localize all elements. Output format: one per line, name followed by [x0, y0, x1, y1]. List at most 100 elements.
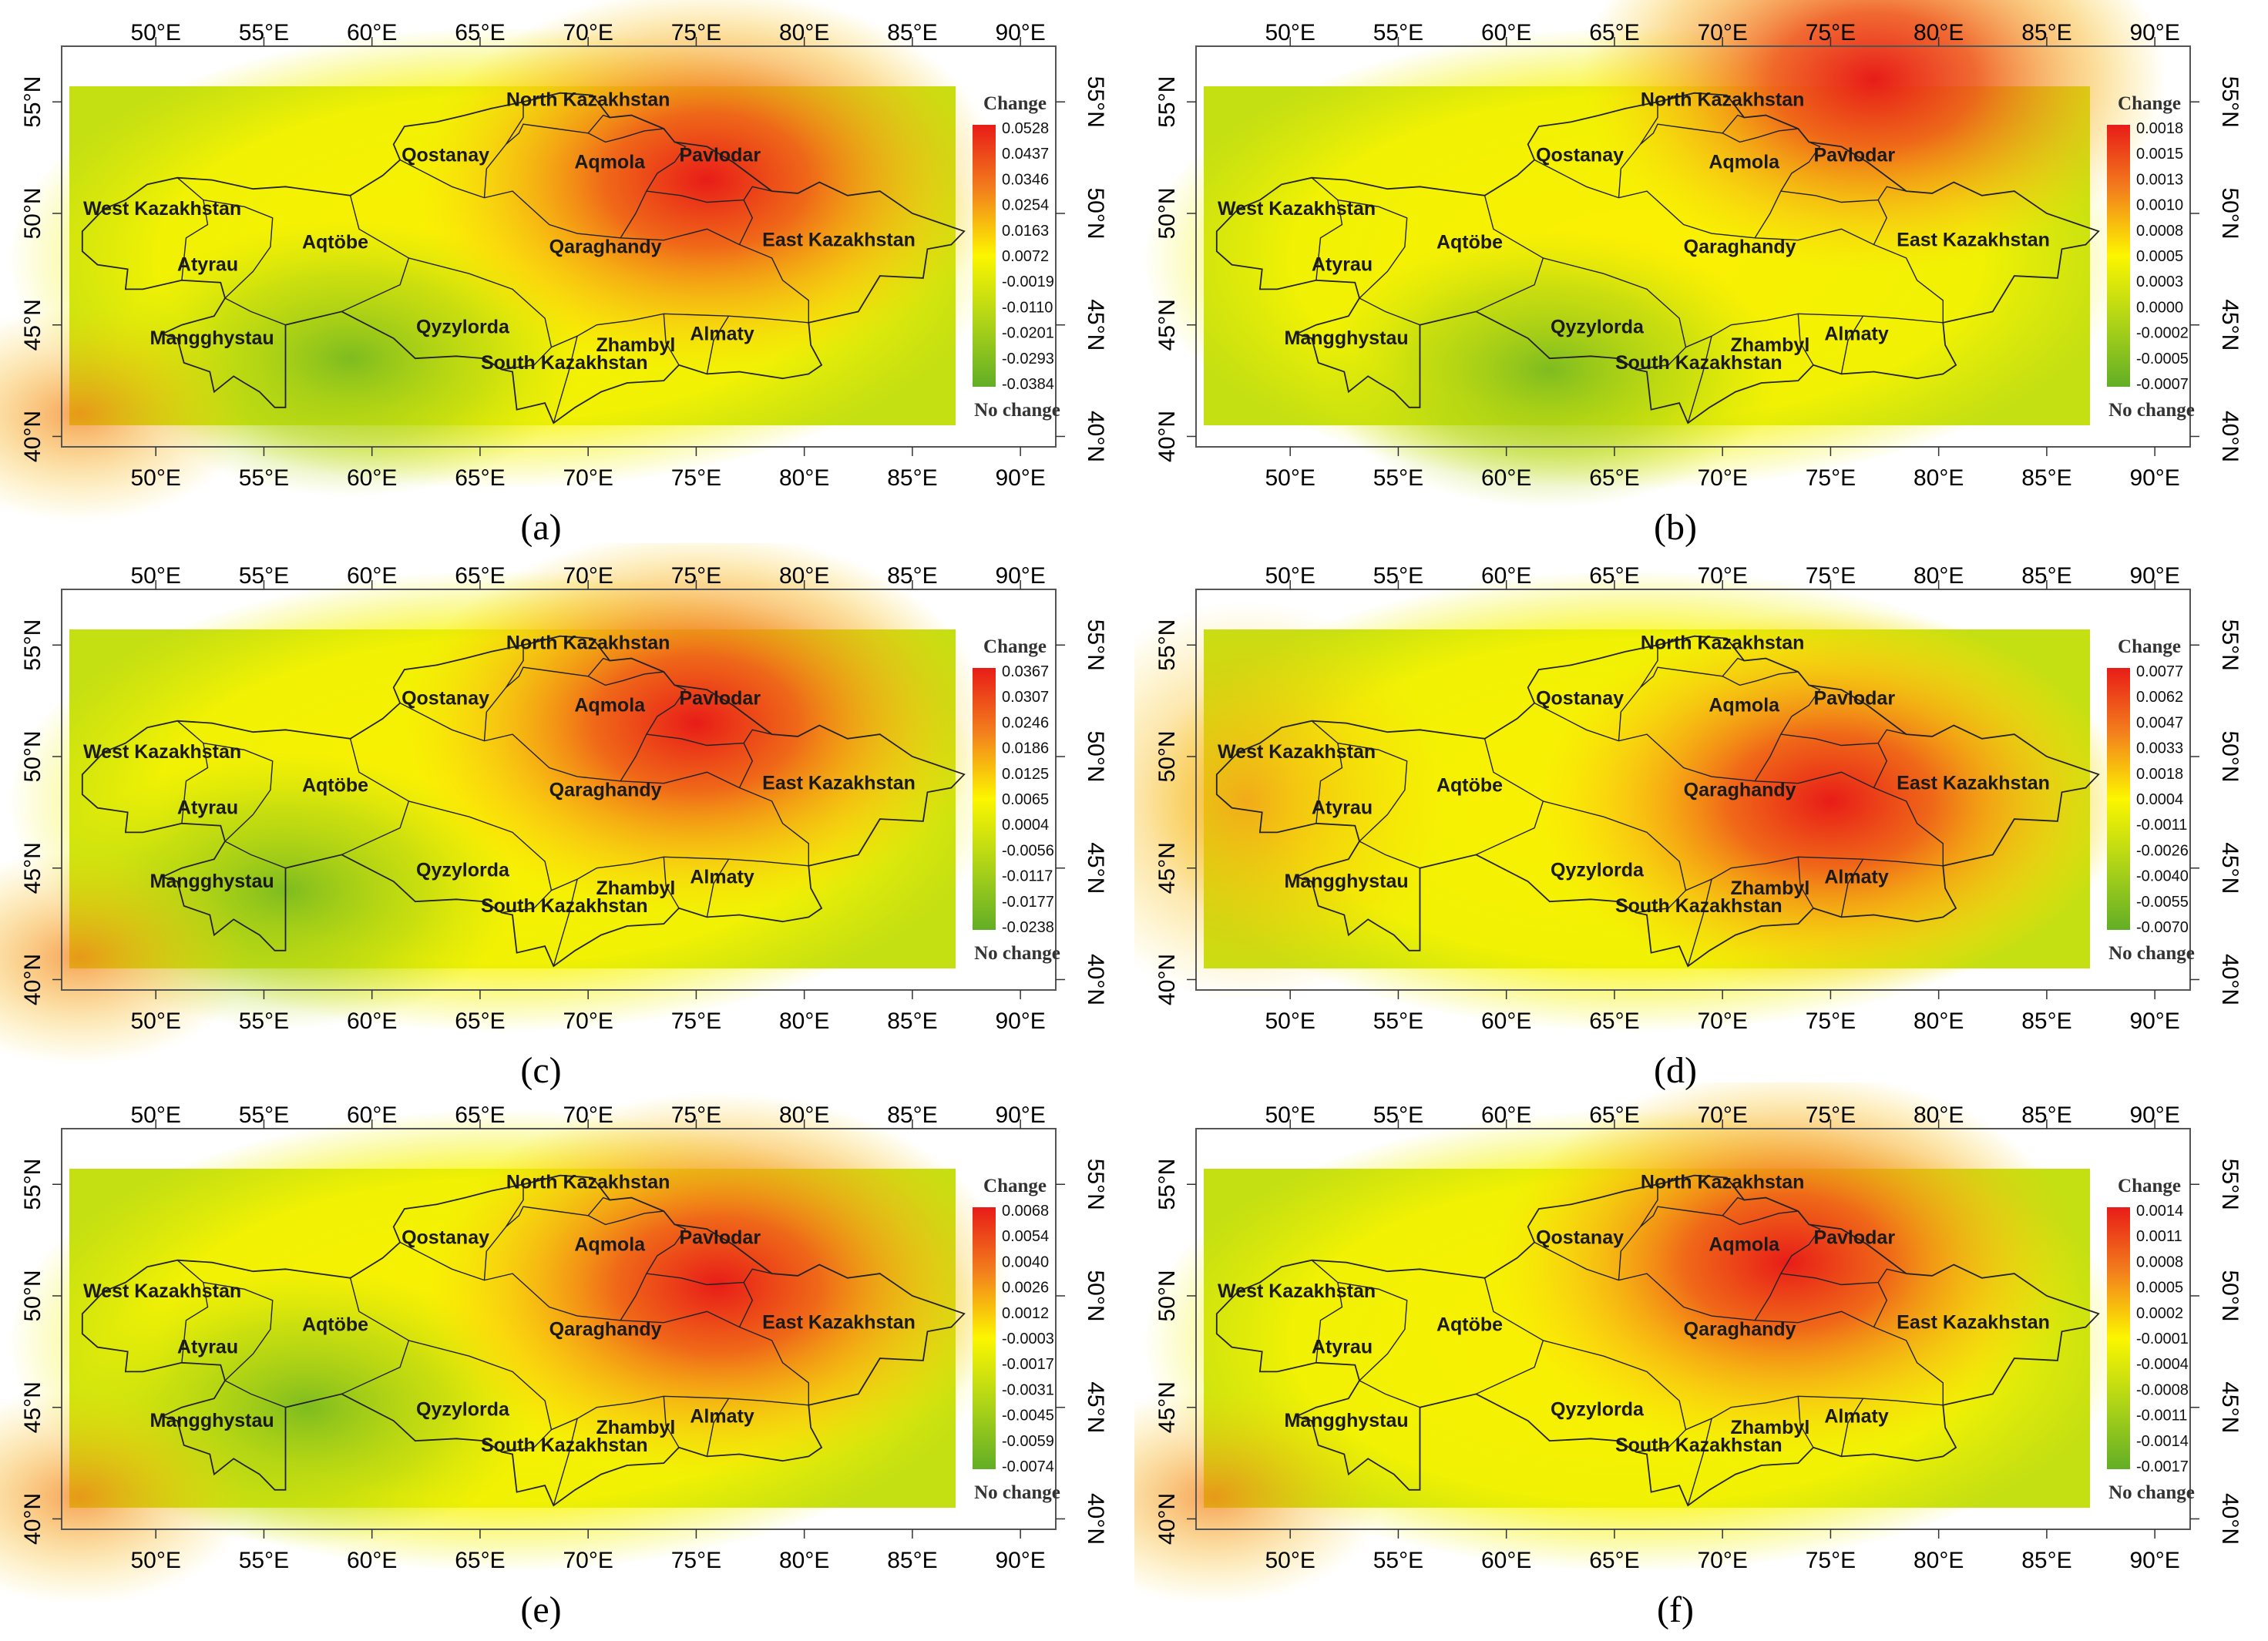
legend-tick: 0.0011 [2136, 1228, 2182, 1245]
legend-tick: -0.0002 [2136, 325, 2189, 342]
region-boundary [224, 841, 286, 869]
map-svg: 50°E 50°E 55°E 55°E 60°E 60°E 65°E 65°E 70°E 70°E… [0, 1092, 1108, 1629]
lon-tick-bottom: 50°E [1265, 465, 1315, 491]
heat-cool [1318, 230, 1781, 508]
region-boundary [706, 858, 730, 918]
lon-tick-bottom: 70°E [563, 1008, 613, 1034]
region-label-mangghystau: Mangghystau [150, 327, 274, 349]
lat-tick-right: 55°N [2217, 76, 2243, 128]
legend-tick: 0.0008 [2136, 223, 2183, 240]
region-label-mangghystau: Mangghystau [1285, 871, 1409, 892]
region-boundary [1337, 199, 1408, 299]
region-label-south-kazakhstan: South Kazakhstan [481, 1435, 648, 1456]
lat-tick-left: 55°N [20, 619, 45, 671]
lon-tick-top: 70°E [563, 20, 613, 45]
legend-tick: 0.0125 [1002, 766, 1049, 783]
lon-tick-bottom: 60°E [347, 465, 397, 491]
lon-tick-top: 50°E [130, 20, 180, 45]
legend-tick: 0.0003 [2136, 274, 2183, 290]
lat-tick-left: 55°N [1154, 619, 1180, 671]
lon-tick-bottom: 55°E [1373, 465, 1423, 491]
lon-tick-bottom: 85°E [887, 465, 937, 491]
region-label-north-kazakhstan: North Kazakhstan [506, 1171, 670, 1193]
legend-tick: 0.0254 [1002, 197, 1049, 214]
lat-tick-left: 45°N [1154, 1381, 1180, 1433]
region-boundary [553, 879, 578, 967]
region-boundary [646, 1268, 772, 1286]
lat-tick-right: 50°N [1083, 1270, 1108, 1321]
lon-tick-top: 55°E [239, 20, 289, 45]
legend-colorbar [2107, 1207, 2130, 1469]
legend-tick: 0.0014 [2136, 1203, 2183, 1220]
lon-tick-top: 80°E [779, 563, 829, 589]
region-label-pavlodar: Pavlodar [1813, 688, 1895, 710]
region-boundary [203, 1281, 274, 1381]
region-label-north-kazakhstan: North Kazakhstan [506, 89, 670, 110]
region-label-qaraghandy: Qaraghandy [549, 1318, 662, 1340]
region-label-qostanay: Qostanay [1536, 688, 1624, 710]
country-outline [1215, 92, 2100, 425]
map-panel-a: 50°E 50°E 55°E 55°E 60°E 60°E 65°E 65°E 70°E 70°E… [0, 0, 1134, 547]
lon-tick-bottom: 85°E [2021, 465, 2071, 491]
legend-tick: 0.0346 [1002, 171, 1049, 188]
region-label-qostanay: Qostanay [1536, 1227, 1624, 1249]
lon-tick-top: 90°E [2129, 1102, 2179, 1128]
region-boundary [1780, 729, 1907, 747]
map-frame [1195, 589, 2191, 991]
region-boundary [551, 856, 729, 891]
region-label-zhambyl: Zhambyl [1730, 1417, 1809, 1438]
region-boundary [646, 729, 772, 747]
region-boundary [587, 1196, 610, 1216]
legend-tick: 0.0065 [1002, 791, 1049, 808]
lon-tick-top: 85°E [2021, 20, 2071, 45]
legend-tick: 0.0005 [2136, 1280, 2183, 1297]
legend-tick: 0.0015 [2136, 146, 2183, 163]
region-boundary [738, 743, 754, 788]
country-outline [81, 1174, 966, 1507]
lon-tick-bottom: 80°E [779, 1548, 829, 1573]
region-boundary [663, 314, 680, 366]
region-boundary [620, 684, 687, 782]
lat-tick-left: 45°N [1154, 842, 1180, 894]
lon-tick-bottom: 70°E [1697, 1008, 1747, 1034]
lon-tick-top: 90°E [995, 563, 1045, 589]
region-boundary [483, 1206, 664, 1280]
map-svg: 50°E 50°E 55°E 55°E 60°E 60°E 65°E 65°E 70°E 70°E… [0, 0, 1108, 547]
lon-tick-top: 85°E [887, 563, 937, 589]
lon-tick-bottom: 60°E [347, 1548, 397, 1573]
legend-tick: 0.0018 [2136, 766, 2183, 783]
lon-tick-top: 55°E [1373, 1102, 1423, 1128]
region-boundary [551, 313, 729, 348]
region-label-aqmola: Aqmola [1709, 151, 1780, 173]
region-boundary [1685, 1395, 1863, 1431]
lat-tick-right: 45°N [2217, 1381, 2243, 1433]
lon-tick-top: 50°E [1265, 563, 1315, 589]
lon-tick-top: 70°E [1697, 20, 1747, 45]
lon-tick-top: 60°E [347, 20, 397, 45]
lat-tick-right: 45°N [1083, 842, 1108, 894]
lat-tick-right: 50°N [2217, 187, 2243, 239]
region-boundary [1754, 141, 1821, 239]
legend-tick: 0.0013 [2136, 171, 2183, 188]
region-label-atyrau: Atyrau [177, 1337, 238, 1358]
heat-hot [1581, 0, 2167, 273]
region-boundary [176, 1260, 209, 1363]
heat-field [0, 0, 1000, 522]
legend-title: Change [983, 93, 1047, 114]
legend-tick: 0.0008 [2136, 1253, 2183, 1270]
region-label-aqt-be: Aqtöbe [1436, 1314, 1503, 1336]
legend-tick: 0.0163 [1002, 223, 1049, 240]
region-label-aqmola: Aqmola [574, 694, 646, 716]
region-boundary [706, 1398, 730, 1457]
region-label-pavlodar: Pavlodar [679, 145, 761, 166]
panel-caption: (f) [1657, 1589, 1694, 1629]
legend-tick: -0.0238 [1002, 919, 1054, 936]
region-label-mangghystau: Mangghystau [1285, 327, 1409, 349]
region-label-atyrau: Atyrau [1312, 1337, 1373, 1358]
region-boundary [1722, 1196, 1745, 1216]
legend-tick: -0.0001 [2136, 1331, 2189, 1347]
lat-tick-right: 45°N [2217, 299, 2243, 351]
region-label-aqt-be: Aqtöbe [302, 775, 368, 797]
region-boundary [553, 336, 578, 424]
region-boundary [1640, 645, 1658, 688]
